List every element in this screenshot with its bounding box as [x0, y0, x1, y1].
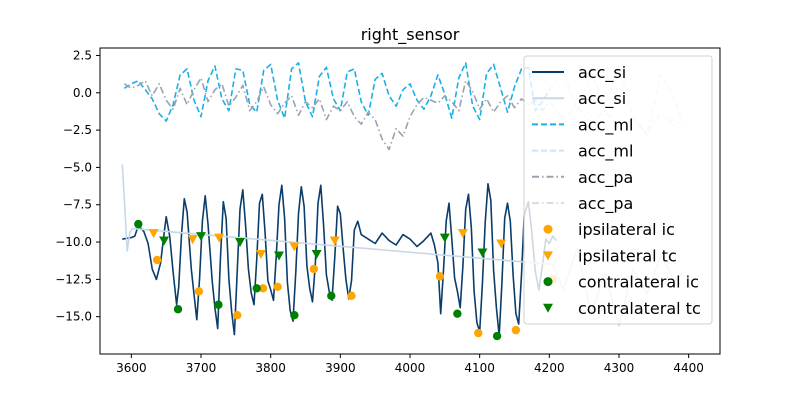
x-tick-label: 3600: [116, 361, 147, 375]
legend-box: [523, 55, 713, 325]
legend: acc_si acc_si acc_ml acc_ml acc_pa acc_paipsi…: [523, 55, 713, 325]
x-tick-label: 3900: [325, 361, 356, 375]
legend-label: acc_ml: [578, 142, 633, 162]
legend-swatch: [543, 251, 553, 261]
y-tick-label: −2.5: [63, 123, 92, 137]
marker-contralateral-tc: [196, 232, 207, 242]
marker-ipsilateral-ic: [152, 255, 162, 265]
y-tick-label: 2.5: [73, 48, 92, 62]
y-tick-label: −7.5: [63, 198, 92, 212]
x-tick-label: 3700: [186, 361, 217, 375]
y-tick-label: 0.0: [73, 86, 92, 100]
legend-label: ipsilateral ic: [578, 220, 675, 239]
marker-contralateral-tc: [477, 248, 488, 258]
marker-ipsilateral-ic: [309, 264, 319, 274]
legend-label: acc_pa: [578, 194, 633, 214]
legend-label: contralateral ic: [578, 273, 699, 292]
marker-contralateral-tc: [439, 233, 450, 243]
x-axis: 3600 3700 3800 3900 4000 4100 4200 4300 4400: [116, 354, 704, 375]
marker-contralateral-ic: [173, 305, 183, 314]
legend-item-contralateral-tc: contralateral tc: [543, 299, 701, 318]
marker-contralateral-ic: [290, 310, 299, 320]
legend-item-contralateral-ic: contralateral ic: [543, 273, 699, 292]
y-axis: 2.5 0.0 −2.5 −5.0 −7.5 −10.0 −12.5 −15.0: [55, 48, 100, 324]
legend-label: acc_si: [578, 63, 626, 83]
legend-label: ipsilateral tc: [578, 246, 677, 265]
x-tick-label: 4100: [464, 361, 495, 375]
marker-contralateral-tc: [311, 249, 322, 259]
marker-contralateral-ic: [252, 284, 261, 293]
legend-item-ipsilateral-ic: ipsilateral ic: [543, 220, 675, 239]
marker-contralateral-ic: [134, 219, 143, 229]
marker-ipsilateral-tc: [214, 233, 225, 243]
x-tick-label: 4400: [673, 361, 704, 375]
series-line-acc-ml-2: [123, 62, 550, 122]
series-line-acc-pa-4: [123, 77, 550, 151]
marker-contralateral-tc: [235, 238, 246, 248]
x-tick-label: 3800: [255, 361, 286, 375]
legend-item-acc-pa: acc_pa: [532, 168, 633, 188]
marker-contralateral-tc: [274, 251, 285, 261]
marker-ipsilateral-ic: [474, 328, 483, 338]
legend-swatch: [543, 303, 553, 313]
legend-label: acc_si: [578, 89, 626, 109]
marker-contralateral-tc: [159, 236, 170, 246]
legend-item-acc-ml: acc_ml: [532, 115, 633, 135]
marker-contralateral-ic: [453, 309, 462, 318]
marker-ipsilateral-tc: [457, 229, 468, 239]
legend-item-acc-ml: acc_ml: [532, 142, 633, 162]
legend-item-acc-pa: acc_pa: [532, 194, 633, 214]
marker-ipsilateral-ic: [194, 287, 204, 296]
legend-label: acc_pa: [578, 168, 633, 188]
x-tick-label: 4000: [395, 361, 426, 375]
marker-contralateral-ic: [327, 291, 336, 300]
marker-contralateral-ic: [214, 300, 223, 309]
marker-ipsilateral-ic: [347, 291, 356, 300]
marker-ipsilateral-ic: [273, 282, 282, 292]
legend-item-acc-si: acc_si: [532, 89, 626, 109]
marker-ipsilateral-tc: [329, 236, 340, 246]
marker-ipsilateral-ic: [511, 325, 521, 335]
marker-contralateral-ic: [492, 331, 502, 341]
legend-swatch: [543, 277, 553, 287]
legend-item-acc-si: acc_si: [532, 63, 626, 83]
legend-item-ipsilateral-tc: ipsilateral tc: [543, 246, 677, 265]
marker-ipsilateral-ic: [233, 310, 242, 320]
x-tick-label: 4200: [534, 361, 565, 375]
marker-ipsilateral-tc: [187, 235, 198, 245]
marker-ipsilateral-tc: [496, 239, 507, 249]
marker-ipsilateral-tc: [255, 249, 266, 259]
legend-label: acc_ml: [578, 115, 633, 135]
marker-ipsilateral-ic: [435, 272, 445, 281]
y-tick-label: −15.0: [55, 310, 92, 324]
legend-swatch: [543, 224, 553, 234]
y-tick-label: −10.0: [55, 235, 92, 249]
x-tick-label: 4300: [604, 361, 635, 375]
marker-ipsilateral-ic: [258, 284, 268, 293]
y-tick-label: −5.0: [63, 160, 92, 174]
y-tick-label: −12.5: [55, 272, 92, 286]
chart-title: right_sensor: [361, 25, 460, 45]
marker-ipsilateral-tc: [289, 242, 300, 252]
marker-ipsilateral-tc: [148, 229, 159, 239]
legend-label: contralateral tc: [578, 299, 701, 318]
